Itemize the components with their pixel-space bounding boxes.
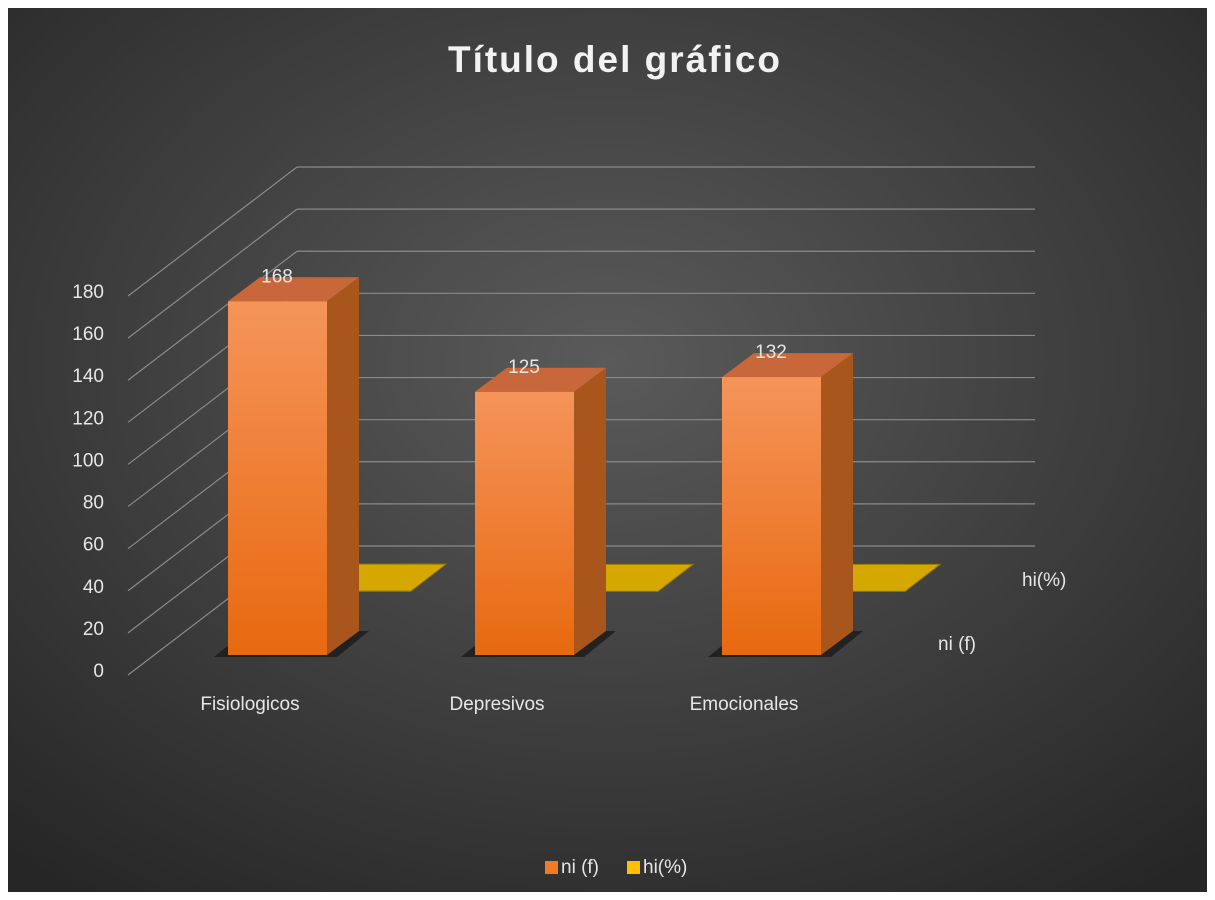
y-tick-label: 60 — [83, 535, 104, 556]
value-label: 132 — [755, 342, 787, 363]
value-label: 125 — [508, 357, 540, 378]
bar-side — [574, 367, 606, 655]
grid-line — [127, 166, 298, 297]
y-tick-label: 100 — [72, 450, 104, 471]
bar — [806, 591, 905, 592]
series-axis-label: ni (f) — [938, 634, 976, 655]
bar — [559, 591, 658, 592]
bar-top — [722, 353, 853, 378]
bar — [228, 301, 327, 655]
legend-label: hi(%) — [643, 857, 687, 878]
chart-title: Título del gráfico — [448, 39, 782, 80]
bar — [312, 591, 411, 592]
y-tick-label: 120 — [72, 408, 104, 429]
bar-side — [327, 277, 359, 655]
series-axis-label: hi(%) — [1022, 570, 1066, 591]
chart-background — [8, 8, 1207, 892]
y-tick-label: 0 — [93, 661, 104, 682]
bar-side — [821, 353, 853, 655]
grid-line — [127, 250, 298, 381]
grid-line — [127, 208, 298, 339]
legend-swatch — [627, 861, 640, 874]
x-tick-label: Fisiologicos — [200, 694, 299, 715]
y-tick-label: 140 — [72, 366, 104, 387]
x-tick-label: Emocionales — [690, 694, 799, 715]
value-label: 168 — [261, 266, 293, 287]
legend-label: ni (f) — [561, 857, 599, 878]
bar — [475, 391, 574, 655]
y-tick-label: 20 — [83, 619, 104, 640]
y-tick-label: 80 — [83, 493, 104, 514]
y-tick-label: 180 — [72, 282, 104, 303]
legend-swatch — [545, 861, 558, 874]
bar — [722, 377, 821, 655]
y-tick-label: 160 — [72, 324, 104, 345]
x-tick-label: Depresivos — [449, 694, 544, 715]
bar-top — [228, 277, 359, 302]
bar-top — [475, 367, 606, 392]
y-tick-label: 40 — [83, 577, 104, 598]
